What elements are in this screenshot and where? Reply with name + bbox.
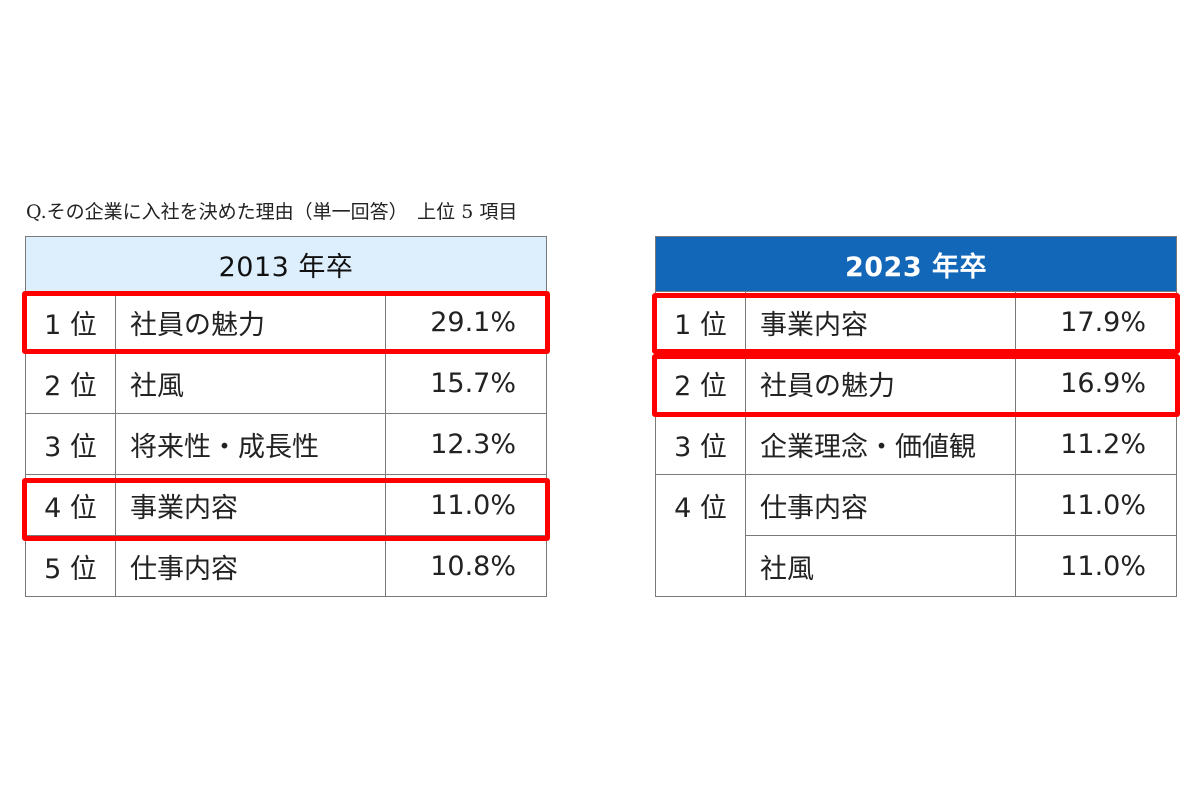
item-cell: 社員の魅力 <box>116 292 386 352</box>
table-row: 3 位 将来性・成長性 12.3% <box>25 414 547 475</box>
question-title: Q.その企業に入社を決めた理由（単一回答） 上位 5 項目 <box>26 201 518 223</box>
item-cell: 事業内容 <box>746 292 1016 352</box>
percent-cell: 29.1% <box>430 306 516 338</box>
item-cell: 社風 <box>746 536 1016 596</box>
rank-cell: 4 位 <box>656 475 746 536</box>
item-cell: 仕事内容 <box>116 536 386 596</box>
percent-cell: 11.0% <box>1060 550 1146 582</box>
rank-cell: 2 位 <box>26 353 116 413</box>
table-row: 1 位 社員の魅力 29.1% <box>25 292 547 353</box>
rank-cell <box>656 536 746 596</box>
table-2013: 2013 年卒 1 位 社員の魅力 29.1% 2 位 社風 15.7% 3 位… <box>25 236 547 597</box>
percent-cell: 16.9% <box>1060 367 1146 399</box>
percent-cell: 10.8% <box>430 550 516 582</box>
table-row: 3 位 企業理念・価値観 11.2% <box>655 414 1177 475</box>
rank-cell: 5 位 <box>26 536 116 596</box>
table-row: 1 位 事業内容 17.9% <box>655 292 1177 353</box>
rank-cell: 1 位 <box>26 292 116 352</box>
table-row: 2 位 社員の魅力 16.9% <box>655 353 1177 414</box>
percent-cell: 11.2% <box>1060 428 1146 460</box>
table-row: 4 位 事業内容 11.0% <box>25 475 547 536</box>
rank-cell: 1 位 <box>656 292 746 352</box>
table-row: 5 位 仕事内容 10.8% <box>25 536 547 597</box>
item-cell: 将来性・成長性 <box>116 414 386 474</box>
item-cell: 企業理念・価値観 <box>746 414 1016 474</box>
table-row: 4 位 仕事内容 11.0% <box>655 475 1177 536</box>
rank-cell: 4 位 <box>26 475 116 535</box>
percent-cell: 17.9% <box>1060 306 1146 338</box>
rank-cell: 3 位 <box>26 414 116 474</box>
item-cell: 社員の魅力 <box>746 353 1016 413</box>
table-row: 2 位 社風 15.7% <box>25 353 547 414</box>
table-2013-header: 2013 年卒 <box>25 236 547 292</box>
percent-cell: 15.7% <box>430 367 516 399</box>
percent-cell: 11.0% <box>430 489 516 521</box>
rank-cell: 2 位 <box>656 353 746 413</box>
rank-cell: 3 位 <box>656 414 746 474</box>
percent-cell: 11.0% <box>1016 475 1176 536</box>
table-row: 社風 11.0% <box>655 536 1177 597</box>
item-cell: 社風 <box>116 353 386 413</box>
table-2023: 2023 年卒 1 位 事業内容 17.9% 2 位 社員の魅力 16.9% 3… <box>655 236 1177 597</box>
item-cell: 仕事内容 <box>746 475 1016 536</box>
percent-cell: 12.3% <box>430 428 516 460</box>
item-cell: 事業内容 <box>116 475 386 535</box>
table-2023-header: 2023 年卒 <box>655 236 1177 292</box>
